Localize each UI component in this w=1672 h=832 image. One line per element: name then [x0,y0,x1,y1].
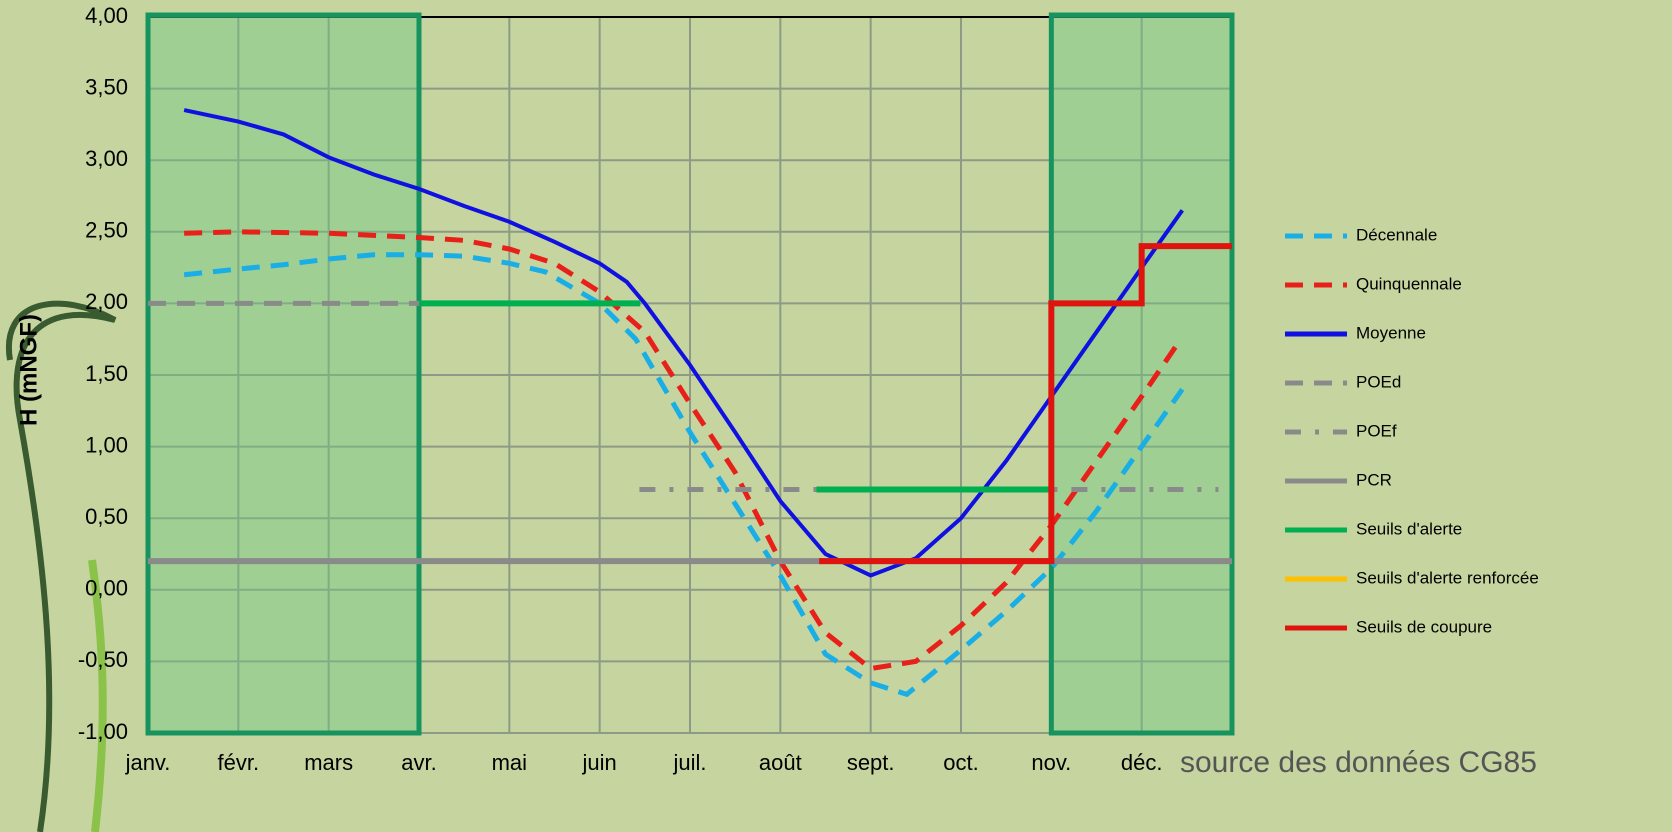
legend-label: POEf [1356,421,1397,440]
legend-label: Seuils d'alerte [1356,519,1462,538]
page: H (mNGF) source des données CG85 4,00 3,5… [0,0,1672,832]
shaded-period [1051,15,1232,733]
y-tick-label: 3,50 [85,74,128,99]
x-tick-label: oct. [943,750,978,775]
shaded-period [148,15,419,733]
y-tick-label: 2,50 [85,218,128,243]
y-tick-label: -0,50 [78,647,128,672]
legend-label: Moyenne [1356,323,1426,342]
legend-label: Seuils de coupure [1356,617,1492,636]
y-tick-label: 1,00 [85,432,128,457]
y-tick-label: 4,00 [85,3,128,28]
y-tick-label: 2,00 [85,289,128,314]
x-tick-label: sept. [847,750,895,775]
legend-label: PCR [1356,470,1392,489]
x-tick-label: avr. [401,750,436,775]
legend-label: POEd [1356,372,1401,391]
y-axis-title: H (mNGF) [15,314,42,426]
x-tick-label: févr. [218,750,260,775]
y-tick-label: -1,00 [78,719,128,744]
chart: H (mNGF) source des données CG85 4,00 3,5… [0,0,1672,832]
x-tick-label: janv. [125,750,171,775]
x-tick-label: juin [582,750,617,775]
y-tick-label: 0,50 [85,504,128,529]
x-tick-label: mars [304,750,353,775]
x-tick-label: août [759,750,802,775]
x-tick-label: déc. [1121,750,1163,775]
x-tick-label: juil. [672,750,706,775]
x-tick-label: mai [492,750,527,775]
legend-label: Seuils d'alerte renforcée [1356,568,1539,587]
y-tick-label: 3,00 [85,146,128,171]
y-tick-label: 1,50 [85,361,128,386]
legend-label: Quinquennale [1356,274,1462,293]
annotation: source des données CG85 [1180,746,1537,779]
legend-label: Décennale [1356,225,1437,244]
x-tick-label: nov. [1031,750,1071,775]
y-tick-label: 0,00 [85,576,128,601]
